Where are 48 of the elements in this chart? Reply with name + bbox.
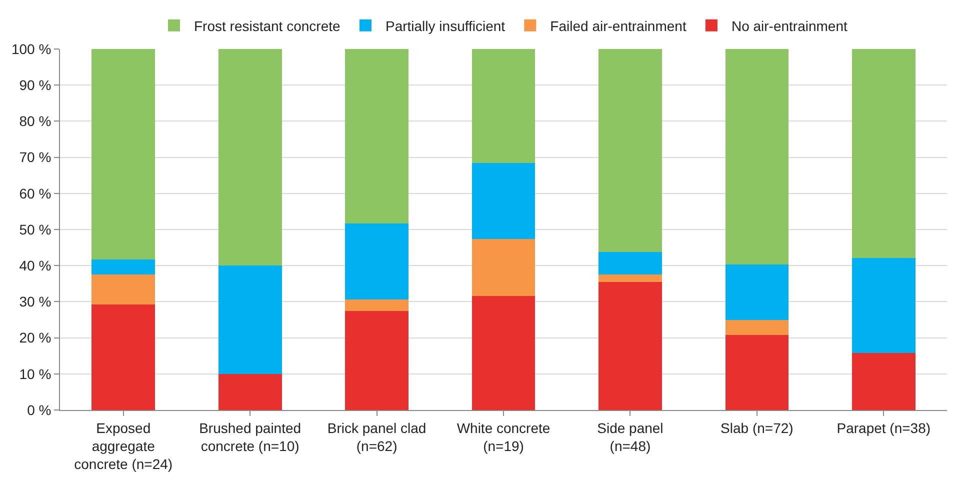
y-tick-label: 30 % xyxy=(19,294,52,310)
bar xyxy=(345,49,408,224)
bar xyxy=(852,258,916,353)
y-tick-label: 10 % xyxy=(19,366,52,382)
bar xyxy=(472,238,536,296)
y-tick-label: 70 % xyxy=(19,149,52,166)
y-tick-label: 60 % xyxy=(19,185,52,202)
y-tick-label: 80 % xyxy=(19,113,52,130)
bar xyxy=(852,352,916,410)
bar xyxy=(218,374,282,410)
bar xyxy=(345,311,408,410)
legend-label: No air-entrainment xyxy=(731,18,848,34)
x-tick-label: Slab (n=72) xyxy=(720,420,794,436)
bar xyxy=(92,304,156,410)
bar xyxy=(92,274,156,305)
y-tick-label: 100 % xyxy=(11,40,52,57)
bar xyxy=(92,259,156,275)
legend-label: Failed air-entrainment xyxy=(550,18,686,34)
bar xyxy=(725,49,789,265)
legend-label: Frost resistant concrete xyxy=(194,18,340,34)
bar xyxy=(218,266,282,374)
x-tick-label: Side panel (n=48) xyxy=(597,420,664,454)
bar xyxy=(92,49,156,260)
y-tick-label: 50 % xyxy=(19,221,52,238)
y-tick-label: 90 % xyxy=(19,77,52,93)
bar xyxy=(598,49,662,252)
legend-label: Partially insufficient xyxy=(385,18,506,34)
bar xyxy=(472,163,536,239)
x-tick-label: Brushed painted concrete (n=10) xyxy=(199,420,302,454)
bar xyxy=(725,320,789,335)
y-tick-label: 20 % xyxy=(19,330,52,346)
bar xyxy=(472,49,536,164)
bar xyxy=(598,282,662,410)
x-tick-label: Exposed aggregate concrete (n=24) xyxy=(74,420,173,472)
bar xyxy=(345,224,408,300)
bar xyxy=(852,49,916,258)
y-tick-label: 0 % xyxy=(27,402,52,418)
bar xyxy=(598,274,662,282)
bar xyxy=(345,300,408,312)
x-tick-label: Parapet (n=38) xyxy=(836,420,931,436)
bar xyxy=(598,252,662,275)
bar xyxy=(472,296,536,410)
bar xyxy=(218,49,282,266)
x-tick-label: Brick panel clad (n=62) xyxy=(327,420,426,454)
bar xyxy=(725,264,789,320)
bar xyxy=(725,334,789,410)
x-tick-label: White concrete (n=19) xyxy=(456,420,550,454)
y-tick-label: 40 % xyxy=(19,258,52,274)
